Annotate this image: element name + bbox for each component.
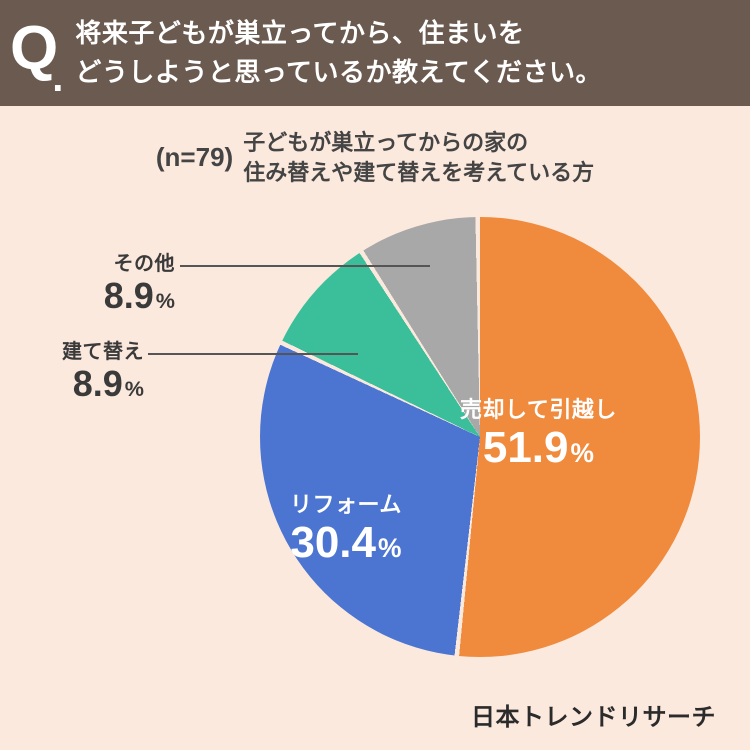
slice-value: 8.9% bbox=[104, 276, 175, 316]
question-text: 将来子どもが巣立ってから、住まいをどうしようと思っているか教えてください。 bbox=[75, 14, 602, 92]
slice-label-sell-and-move: 売却して引越し 51.9% bbox=[460, 392, 617, 472]
slice-title: 売却して引越し bbox=[460, 392, 617, 424]
slice-label-rebuild: 建て替え 8.9% bbox=[62, 335, 144, 404]
slice-title: その他 bbox=[104, 247, 175, 276]
leader-line-rebuild bbox=[148, 353, 358, 355]
slice-value: 51.9% bbox=[460, 424, 617, 472]
slice-value: 8.9% bbox=[62, 364, 144, 404]
q-letter: Q. bbox=[10, 22, 63, 84]
slice-label-reform: リフォーム 30.4% bbox=[290, 487, 402, 567]
slice-title: 建て替え bbox=[62, 335, 144, 364]
slice-title: リフォーム bbox=[290, 487, 402, 519]
q-mark: Q bbox=[10, 14, 58, 83]
footer-brand: 日本トレンドリサーチ bbox=[471, 697, 716, 732]
leader-line-other bbox=[180, 265, 430, 267]
subheader: (n=79) 子どもが巣立ってからの家の住み替えや建て替えを考えている方 bbox=[0, 106, 750, 187]
sample-size-label: (n=79) bbox=[156, 142, 233, 173]
subheader-text: 子どもが巣立ってからの家の住み替えや建て替えを考えている方 bbox=[243, 128, 594, 187]
slice-value: 30.4% bbox=[290, 519, 402, 567]
chart-area: 売却して引越し 51.9% リフォーム 30.4% 建て替え 8.9% その他 … bbox=[0, 187, 750, 707]
slice-label-other: その他 8.9% bbox=[104, 247, 175, 316]
q-dot: . bbox=[52, 56, 63, 100]
question-header: Q. 将来子どもが巣立ってから、住まいをどうしようと思っているか教えてください。 bbox=[0, 0, 750, 106]
